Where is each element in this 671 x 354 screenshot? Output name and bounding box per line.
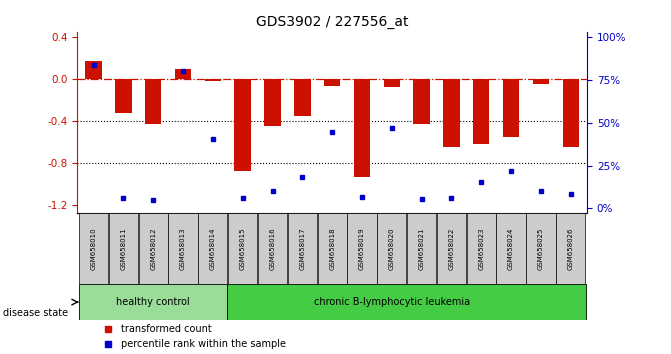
Bar [437,213,466,284]
Text: GSM658011: GSM658011 [120,227,126,270]
Bar [526,213,556,284]
Bar [79,213,108,284]
Text: GSM658023: GSM658023 [478,227,484,270]
Bar [234,79,251,171]
Bar [288,213,317,284]
Bar [562,79,579,147]
Text: GSM658014: GSM658014 [210,227,216,270]
Text: GSM658013: GSM658013 [180,227,186,270]
Bar [413,79,430,124]
Text: healthy control: healthy control [116,297,190,307]
Bar [294,79,311,116]
Bar [227,284,586,320]
Bar [466,213,496,284]
Text: GSM658022: GSM658022 [448,227,454,270]
Text: GSM658024: GSM658024 [508,227,514,270]
Bar [115,79,132,113]
Bar [533,79,549,84]
Text: GSM658017: GSM658017 [299,227,305,270]
Bar [205,79,221,81]
Bar [175,69,191,79]
Bar [258,213,287,284]
Text: percentile rank within the sample: percentile rank within the sample [121,339,286,349]
Bar [198,213,227,284]
Text: GSM658015: GSM658015 [240,227,246,270]
Bar [145,79,162,124]
Bar [228,213,257,284]
Bar [85,61,102,79]
Text: GSM658020: GSM658020 [389,227,395,270]
Bar [497,213,525,284]
Text: disease state: disease state [3,308,68,318]
Bar [264,79,280,126]
Bar [168,213,198,284]
Text: GSM658026: GSM658026 [568,227,574,270]
Bar [384,79,400,87]
Text: GSM658018: GSM658018 [329,227,335,270]
Bar [503,79,519,137]
Text: transformed count: transformed count [121,324,211,334]
Title: GDS3902 / 227556_at: GDS3902 / 227556_at [256,16,409,29]
Text: GSM658025: GSM658025 [538,227,544,270]
Bar [407,213,436,284]
Text: GSM658021: GSM658021 [419,227,425,270]
Bar [139,213,168,284]
Text: GSM658012: GSM658012 [150,227,156,270]
Bar [109,213,138,284]
Bar [444,79,460,147]
Bar [317,213,347,284]
Text: GSM658010: GSM658010 [91,227,97,270]
Text: GSM658019: GSM658019 [359,227,365,270]
Bar [377,213,407,284]
Text: GSM658016: GSM658016 [270,227,276,270]
Bar [354,79,370,177]
Bar [79,284,227,320]
Bar [556,213,585,284]
Bar [473,79,489,144]
Text: chronic B-lymphocytic leukemia: chronic B-lymphocytic leukemia [314,297,470,307]
Bar [324,79,340,86]
Bar [348,213,376,284]
